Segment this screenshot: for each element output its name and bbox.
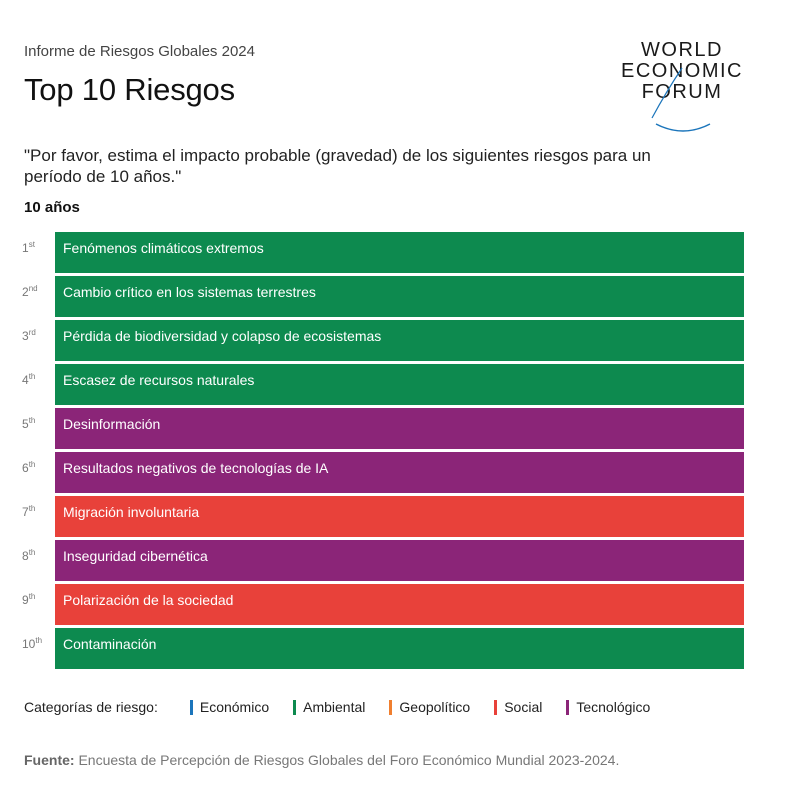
- risk-bar: Escasez de recursos naturales: [55, 364, 744, 405]
- risk-rank-suffix: nd: [28, 284, 38, 293]
- source-text: Encuesta de Percepción de Riesgos Global…: [74, 752, 620, 768]
- risk-row: 1st Fenómenos climáticos extremos: [22, 232, 744, 273]
- risk-row: 7th Migración involuntaria: [22, 496, 744, 537]
- risk-rank-number: 2: [22, 285, 29, 299]
- risk-rank: 5th: [22, 408, 55, 449]
- legend-swatch: [494, 699, 498, 715]
- risk-bar: Desinformación: [55, 408, 744, 449]
- legend: Categorías de riesgo: Económico Ambiental…: [24, 699, 674, 715]
- risk-rank-suffix: th: [35, 636, 43, 645]
- risk-rank: 6th: [22, 452, 55, 493]
- period-label: 10 años: [24, 199, 80, 216]
- wef-logo: WORLD ECONOMIC FORUM: [612, 39, 752, 132]
- risk-rank-number: 8: [22, 549, 29, 563]
- risk-bar: Pérdida de biodiversidad y colapso de ec…: [55, 320, 744, 361]
- risk-row: 10th Contaminación: [22, 628, 744, 669]
- risk-bar: Inseguridad cibernética: [55, 540, 744, 581]
- risk-row: 9th Polarización de la sociedad: [22, 584, 744, 625]
- risk-rank-number: 4: [22, 373, 29, 387]
- legend-swatch: [389, 699, 393, 715]
- legend-item-label: Geopolítico: [399, 699, 471, 715]
- risk-rank: 10th: [22, 628, 55, 669]
- risk-row: 3rd Pérdida de biodiversidad y colapso de…: [22, 320, 744, 361]
- risk-row: 2nd Cambio crítico en los sistemas terres…: [22, 276, 744, 317]
- risk-rank-suffix: rd: [28, 328, 36, 337]
- risk-rank-number: 7: [22, 505, 29, 519]
- risk-rank-suffix: st: [28, 240, 35, 249]
- survey-question: "Por favor, estima el impacto probable (…: [24, 146, 651, 186]
- legend-item-label: Social: [504, 699, 543, 715]
- legend-swatch: [189, 699, 193, 715]
- risk-bar: Fenómenos climáticos extremos: [55, 232, 744, 273]
- legend-item-tecnologico: Tecnológico: [566, 699, 650, 715]
- logo-line-3: FORUM: [641, 81, 723, 103]
- legend-swatch: [293, 699, 297, 715]
- risk-row: 5th Desinformación: [22, 408, 744, 449]
- risk-row: 8th Inseguridad cibernética: [22, 540, 744, 581]
- legend-swatch: [566, 699, 570, 715]
- risk-rank-number: 10: [22, 637, 36, 651]
- logo-line-2: ECONOMIC: [621, 60, 743, 82]
- risk-rank: 7th: [22, 496, 55, 537]
- risk-rank: 1st: [22, 232, 55, 273]
- risk-rank: 2nd: [22, 276, 55, 317]
- risk-bar: Resultados negativos de tecnologías de I…: [55, 452, 744, 493]
- source-prefix: Fuente:: [24, 752, 75, 768]
- risk-rank-suffix: th: [28, 416, 36, 425]
- risk-rank: 3rd: [22, 320, 55, 361]
- report-subtitle: Informe de Riesgos Globales 2024: [24, 43, 255, 60]
- risk-rank: 8th: [22, 540, 55, 581]
- risk-rank-suffix: th: [28, 548, 36, 557]
- risk-rank-suffix: th: [28, 592, 36, 601]
- risk-rank-number: 6: [22, 461, 29, 475]
- risk-rank: 9th: [22, 584, 55, 625]
- legend-item-label: Económico: [199, 699, 270, 715]
- risk-row: 6th Resultados negativos de tecnologías d…: [22, 452, 744, 493]
- risk-rank-suffix: th: [28, 372, 36, 381]
- risk-rank-number: 1: [22, 241, 29, 255]
- logo-arc-icon: [651, 67, 711, 132]
- legend-item-ambiental: Ambiental: [293, 699, 365, 715]
- legend-item-geopolitico: Geopolítico: [389, 699, 470, 715]
- legend-item-label: Tecnológico: [576, 699, 651, 715]
- risk-rank-suffix: th: [28, 504, 36, 513]
- logo-line-1: WORLD: [641, 39, 723, 61]
- legend-item-economico: Económico: [189, 699, 270, 715]
- risk-bar: Cambio crítico en los sistemas terrestre…: [55, 276, 744, 317]
- risk-rank-number: 9: [22, 593, 29, 607]
- risk-bar: Polarización de la sociedad: [55, 584, 744, 625]
- risk-bar: Migración involuntaria: [55, 496, 744, 537]
- legend-label: Categorías de riesgo:: [24, 699, 158, 715]
- legend-item-label: Ambiental: [303, 699, 366, 715]
- legend-item-social: Social: [494, 699, 542, 715]
- risk-row: 4th Escasez de recursos naturales: [22, 364, 744, 405]
- source-note: Fuente: Encuesta de Percepción de Riesgo…: [24, 752, 619, 768]
- risk-rank-number: 3: [22, 329, 29, 343]
- risk-list: 1st Fenómenos climáticos extremos 2nd Cambi…: [22, 232, 744, 672]
- risk-rank-suffix: th: [28, 460, 36, 469]
- risk-bar: Contaminación: [55, 628, 744, 669]
- risk-rank: 4th: [22, 364, 55, 405]
- page-title: Top 10 Riesgos: [24, 72, 235, 107]
- risk-rank-number: 5: [22, 417, 29, 431]
